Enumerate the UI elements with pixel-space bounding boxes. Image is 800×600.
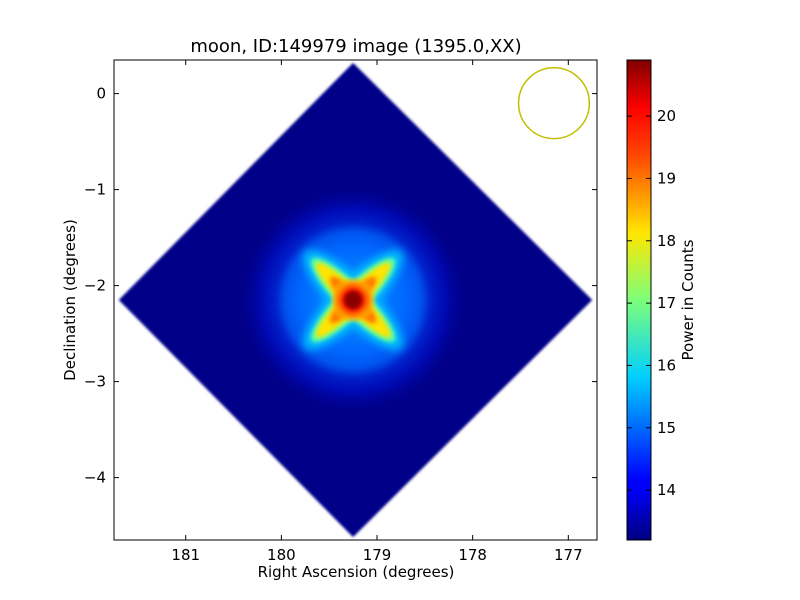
beam-circle [517, 67, 591, 140]
y-axis-label: Declination (degrees) [61, 219, 79, 381]
colorbar-tick-label: 17 [657, 294, 676, 312]
y-axis: 0 −1 −2 −3 −4 [84, 85, 597, 487]
y-tick-label: −2 [84, 277, 106, 295]
x-axis: 181 180 179 178 177 [171, 60, 583, 564]
plot-frame [113, 59, 598, 541]
colorbar-tick-label: 15 [657, 419, 676, 437]
colorbar-label: Power in Counts [679, 239, 697, 360]
colorbar: 14 15 16 17 18 19 20 Power in Counts [626, 59, 697, 541]
x-tick-label: 180 [267, 546, 296, 564]
x-tick-label: 179 [363, 546, 392, 564]
colorbar-tick-label: 19 [657, 169, 676, 187]
colorbar-ticks: 14 15 16 17 18 19 20 [627, 107, 676, 499]
emission-peak [344, 291, 363, 309]
colorbar-tick-label: 14 [657, 481, 676, 499]
central-emission [238, 185, 469, 415]
x-axis-label: Right Ascension (degrees) [258, 563, 455, 581]
colorbar-tick-label: 18 [657, 232, 676, 250]
heatmap-image [118, 62, 593, 538]
x-tick-label: 178 [458, 546, 487, 564]
y-tick-label: −3 [84, 373, 106, 391]
y-tick-label: 0 [96, 85, 106, 103]
colorbar-scale [626, 59, 652, 541]
colorbar-tick-label: 16 [657, 356, 676, 374]
x-tick-label: 177 [554, 546, 583, 564]
colorbar-tick-label: 20 [657, 107, 676, 125]
chart-title: moon, ID:149979 image (1395.0,XX) [190, 36, 521, 57]
y-tick-label: −4 [84, 469, 106, 487]
y-tick-label: −1 [84, 181, 106, 199]
x-tick-label: 181 [171, 546, 200, 564]
